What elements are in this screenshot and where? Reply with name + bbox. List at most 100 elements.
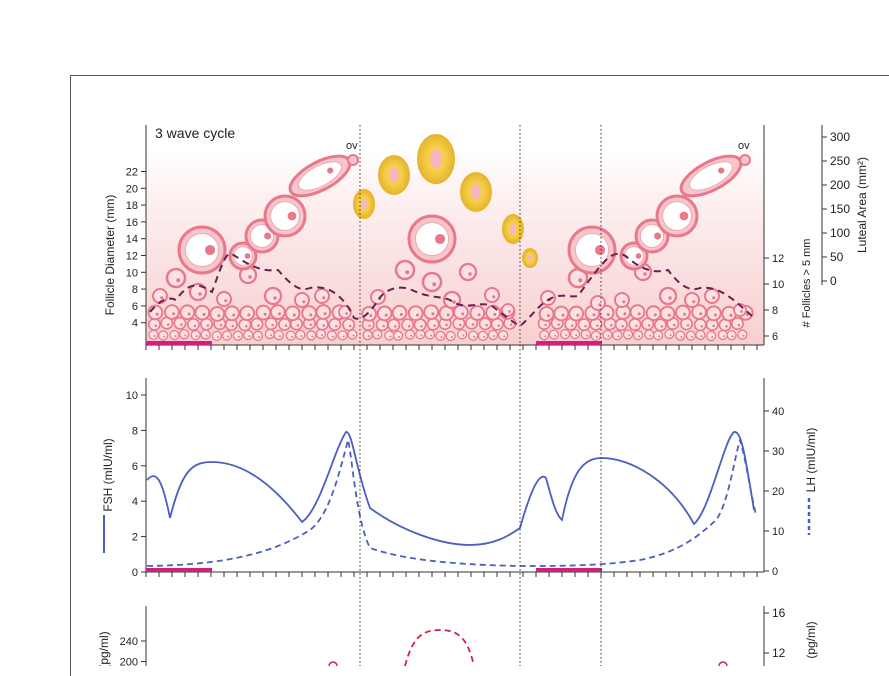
oocyte (342, 335, 345, 338)
antrum (249, 223, 275, 249)
oocyte (257, 324, 260, 327)
oocyte (227, 335, 230, 338)
oocyte (309, 313, 313, 317)
oocyte (384, 313, 388, 317)
panel1-mid-ticks: 12 10 8 6 (764, 253, 784, 343)
oocyte (278, 335, 281, 338)
follicle (705, 330, 717, 342)
y-tick-label: 250 (830, 154, 850, 168)
y-tick-label: 20 (126, 183, 138, 195)
oocyte (729, 313, 733, 317)
follicle (421, 271, 443, 293)
panel2-left-ticks: 10 8 6 4 2 0 (126, 390, 146, 579)
y-tick-label: 2 (132, 532, 138, 544)
oocyte (485, 323, 488, 327)
estradiol-peak-marker-2 (718, 661, 728, 666)
oocyte (462, 334, 465, 337)
oocyte (561, 313, 565, 317)
figure-frame (70, 75, 889, 676)
oocyte (692, 300, 696, 304)
follicle (394, 259, 416, 281)
oocyte (683, 312, 687, 316)
oocyte (382, 324, 385, 328)
wave3-follicle-small (567, 225, 617, 275)
oocyte (637, 312, 641, 316)
menses-bar-2 (536, 341, 602, 345)
y-tick-label: 20 (772, 486, 784, 498)
oocyte (278, 312, 282, 316)
oocyte (468, 272, 472, 276)
follicle (484, 287, 500, 303)
panel2-x-ticks (145, 572, 758, 577)
y-tick-label: 40 (772, 406, 784, 418)
follicle (540, 290, 556, 306)
antrum (574, 232, 610, 268)
oocyte (271, 323, 274, 327)
progesterone-curve (404, 629, 475, 666)
oocyte (300, 335, 303, 338)
follicle (269, 304, 286, 320)
oocyte (585, 334, 588, 337)
oocyte (493, 335, 496, 338)
oocyte (244, 253, 251, 259)
oocyte (508, 310, 511, 313)
oocyte (217, 314, 221, 318)
follicle (216, 291, 232, 307)
follicle (278, 317, 292, 331)
oocyte (264, 232, 272, 240)
antrum (662, 201, 692, 231)
follicle (294, 292, 310, 308)
follicle (326, 330, 338, 341)
oocyte (565, 334, 568, 337)
oocyte (742, 334, 745, 337)
oocyte (204, 244, 216, 256)
y-tick-label: 12 (772, 253, 784, 265)
follicle (612, 330, 623, 341)
follicle (250, 317, 264, 331)
follicle (147, 317, 161, 331)
oocyte (206, 324, 210, 327)
oocyte (667, 313, 671, 317)
follicle (221, 330, 233, 341)
oocyte (398, 335, 401, 338)
oocyte (237, 335, 240, 338)
follicle (263, 286, 283, 306)
follicle (568, 305, 585, 322)
oocyte (432, 282, 437, 287)
oocyte (647, 324, 651, 327)
oocyte (345, 312, 348, 315)
ovulation-label-right: ov (738, 140, 750, 152)
corpus-luteum-core (430, 149, 442, 169)
menses-bar-3 (146, 568, 212, 572)
oocyte (679, 211, 689, 221)
follicle (684, 292, 700, 308)
y-tick-label: 8 (772, 305, 778, 317)
estradiol-peak-marker-1 (328, 661, 338, 666)
follicle (370, 289, 386, 305)
corpus-luteum-core (389, 167, 399, 183)
oocyte (440, 336, 443, 339)
follicle (328, 318, 342, 332)
oocyte (431, 312, 435, 316)
oocyte (322, 324, 325, 327)
follicle (337, 330, 348, 341)
antrum (270, 201, 300, 231)
ovulatory-follicle-2 (679, 154, 743, 198)
oocyte (327, 167, 334, 174)
follicle (315, 317, 329, 331)
y-tick-label: 200 (830, 178, 850, 192)
oocyte (575, 334, 578, 337)
follicle (190, 330, 201, 341)
follicle (173, 316, 187, 330)
y-tick-label: 12 (772, 646, 786, 660)
wave1-follicle-a (228, 241, 258, 271)
follicle (165, 267, 187, 289)
panel1-right-ticks: 300 250 200 150 100 50 0 (822, 130, 850, 288)
follicle (404, 329, 416, 340)
follicle-count-axis-label: # Follicles > 5 mm (801, 239, 813, 328)
y-tick-label: 16 (126, 217, 138, 229)
lh-curve (146, 436, 757, 567)
follicle (423, 304, 440, 321)
oocyte (247, 313, 251, 317)
follicle (315, 304, 332, 320)
